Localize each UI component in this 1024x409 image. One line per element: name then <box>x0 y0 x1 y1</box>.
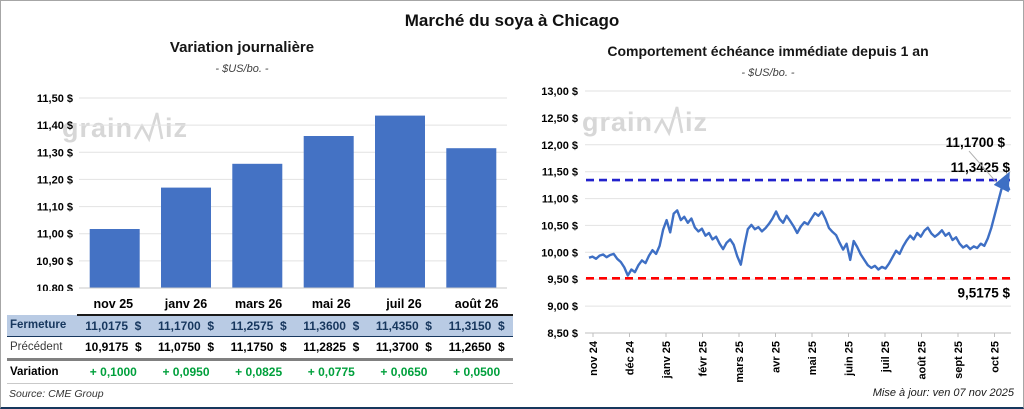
x-axis-label: juil 25 <box>880 341 892 373</box>
bar <box>446 148 497 288</box>
x-axis-label: oct 25 <box>990 341 1002 373</box>
table-cell: 11,2575 $ <box>230 318 287 333</box>
table-cell: + 0,1000 <box>89 364 137 379</box>
front-month-line-chart: 13,00 $ 12,50 $ 12,00 $ 11,50 $ 11,00 $ 10,50… <box>541 86 1011 383</box>
front-month-panel: Comportement échéance immédiate depuis 1… <box>516 35 1021 407</box>
y-axis-label: 11,20 $ <box>37 174 73 186</box>
x-axis-label: nov 24 <box>588 340 600 376</box>
right-chart-subtitle: - $US/bo. - <box>741 67 795 79</box>
left-chart-title: Variation journalière <box>169 39 315 56</box>
bar <box>375 115 425 288</box>
y-axis-label: 11,00 $ <box>37 229 73 241</box>
table-corner-cell <box>7 293 77 315</box>
table-cell: + 0,0500 <box>453 364 501 379</box>
table-cell: + 0,0775 <box>307 364 355 379</box>
table-cell: 11,1700 $ <box>157 318 215 333</box>
x-axis-label: mai 25 <box>807 341 819 375</box>
table-cell: 11,3700 $ <box>375 340 432 354</box>
source-note: Source: CME Group <box>9 388 104 400</box>
row-label: Précédent <box>10 341 63 353</box>
y-axis-label: 11,50 $ <box>37 93 73 105</box>
x-axis-label: sept 25 <box>953 341 965 379</box>
left-chart-subtitle: - $US/bo. - <box>215 63 269 75</box>
y-axis-label: 12,50 $ <box>541 113 578 125</box>
table-cell: 11,2650 $ <box>448 340 505 354</box>
y-axis-label: 9,00 $ <box>547 301 578 313</box>
row-label: Fermeture <box>10 319 67 332</box>
table-column-header: août 26 <box>440 293 513 316</box>
x-axis-label: mars 25 <box>734 341 746 383</box>
y-axis-label: 9,50 $ <box>547 274 578 286</box>
last-value-label: 11,1700 $ <box>946 135 1006 150</box>
table-header-row: nov 25 janv 26 mars 26 mai 26 juil 26 août 26 <box>7 293 513 316</box>
reference-line-label: 9,5175 $ <box>957 285 1010 300</box>
x-axis-label: janv 25 <box>661 341 673 379</box>
y-axis-label: 8,50 $ <box>547 328 578 340</box>
bar <box>303 136 354 288</box>
daily-variation-bar-chart: 11,50 $ 11,40 $ 11,30 $ 11,20 $ 11,10 $ 11,00… <box>36 93 507 291</box>
reference-line-label: 11,3425 $ <box>951 160 1011 175</box>
table-column-header: mars 26 <box>222 293 295 316</box>
y-axis-label: 11,40 $ <box>37 120 73 132</box>
futures-quotes-table: nov 25 janv 26 mars 26 mai 26 juil 26 août 26… <box>7 293 513 384</box>
table-column-header: janv 26 <box>149 293 223 316</box>
table-row-variation: Variation + 0,1000 + 0,0950 + 0,0825 + 0,077… <box>7 359 513 383</box>
table-cell: 10,9175 $ <box>84 340 142 354</box>
row-label: Variation <box>10 365 59 378</box>
y-axis-label: 10,50 $ <box>541 220 578 232</box>
table-cell: 11,0175 $ <box>85 318 142 333</box>
table-cell: 11,3600 $ <box>303 318 360 333</box>
x-axis-label: avr 25 <box>771 341 783 373</box>
table-column-header: juil 26 <box>367 293 441 316</box>
x-axis-label: févr 25 <box>698 341 710 376</box>
y-axis-label: 13,00 $ <box>541 86 578 98</box>
y-axis-label: 11,10 $ <box>37 202 73 214</box>
x-axis-label: août 25 <box>917 341 929 380</box>
y-axis-label: 10,00 $ <box>541 247 578 259</box>
update-date: Mise à jour: ven 07 nov 2025 <box>872 387 1014 399</box>
table-cell: 11,4350 $ <box>375 318 432 333</box>
table-column-header: nov 25 <box>77 293 150 316</box>
table-cell: + 0,0950 <box>162 364 210 379</box>
table-cell: + 0,0650 <box>380 364 428 379</box>
table-column-header: mai 26 <box>294 293 368 316</box>
table-cell: 11,0750 $ <box>157 340 215 354</box>
daily-variation-panel: Variation journalière - $US/bo. - grain i… <box>7 35 513 407</box>
right-chart-title: Comportement échéance immédiate depuis 1… <box>607 43 929 59</box>
bar <box>232 163 283 288</box>
y-axis-label: 11,50 $ <box>542 167 578 179</box>
price-series-line <box>588 171 1010 277</box>
y-axis-label: 11,30 $ <box>37 147 73 159</box>
y-axis-label: 10,80 $ <box>36 283 73 291</box>
table-cell: 11,3150 $ <box>448 318 505 333</box>
x-axis-label: déc 24 <box>625 340 637 375</box>
y-axis-label: 12,00 $ <box>541 140 578 152</box>
table-cell: 11,1750 $ <box>230 340 287 354</box>
y-axis-label: 11,00 $ <box>542 194 578 206</box>
table-cell: 11,2825 $ <box>303 340 360 354</box>
bar <box>161 187 211 288</box>
table-row-fermeture: Fermeture 11,0175 $ 11,1700 $ 11,2575 $ 11,3… <box>7 315 513 336</box>
table-row-precedent: Précédent 10,9175 $ 11,0750 $ 11,1750 $ 11,2… <box>7 336 513 359</box>
y-axis-label: 10,90 $ <box>36 256 73 268</box>
page-title: Marché du soya à Chicago <box>404 11 620 30</box>
x-axis-label: juin 25 <box>844 341 856 377</box>
table-cell: + 0,0825 <box>235 364 283 379</box>
bar <box>89 229 140 288</box>
